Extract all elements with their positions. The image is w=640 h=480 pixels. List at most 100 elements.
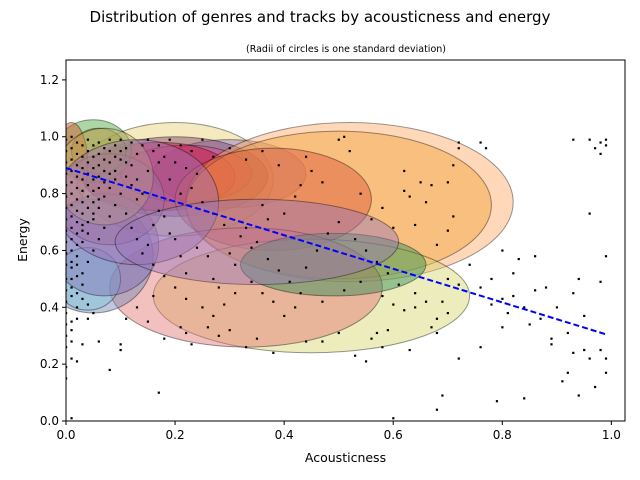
- x-tick-label: 0.6: [384, 428, 403, 442]
- track-point: [66, 172, 68, 175]
- track-point: [419, 181, 422, 184]
- track-point: [572, 292, 575, 295]
- track-point: [435, 331, 439, 335]
- track-point: [81, 283, 84, 286]
- track-point: [135, 238, 139, 241]
- track-point: [81, 272, 84, 275]
- track-point: [70, 260, 73, 264]
- track-point: [103, 195, 106, 198]
- track-point: [604, 144, 608, 147]
- x-axis-label: Acousticness: [305, 450, 386, 465]
- track-point: [190, 343, 193, 346]
- track-point: [70, 286, 73, 289]
- track-point: [310, 169, 313, 173]
- track-point: [315, 249, 319, 252]
- track-point: [359, 192, 362, 195]
- track-point: [114, 178, 117, 181]
- track-point: [179, 326, 182, 329]
- track-point: [195, 246, 199, 249]
- track-point: [206, 255, 209, 258]
- track-point: [75, 164, 79, 167]
- track-point: [288, 280, 291, 283]
- track-point: [228, 329, 231, 332]
- track-point: [70, 329, 73, 332]
- track-point: [179, 255, 182, 258]
- genre-ellipse-3: [120, 144, 252, 203]
- track-point: [184, 331, 188, 335]
- track-point: [75, 198, 79, 201]
- track-point: [223, 223, 226, 227]
- track-point: [184, 167, 188, 170]
- trend-line-group: [66, 167, 607, 336]
- track-point: [81, 189, 84, 192]
- track-point: [594, 147, 597, 150]
- track-point: [92, 201, 95, 204]
- track-point: [501, 297, 504, 300]
- track-point: [299, 184, 302, 187]
- track-point: [86, 303, 90, 306]
- track-point: [66, 323, 68, 326]
- track-point: [354, 238, 357, 241]
- track-points: [66, 135, 608, 420]
- track-point: [114, 203, 117, 207]
- track-point: [81, 229, 84, 232]
- track-point: [441, 300, 444, 303]
- track-point: [523, 306, 526, 309]
- track-point: [343, 135, 346, 138]
- track-point: [75, 186, 79, 190]
- track-point: [223, 303, 226, 306]
- track-point: [92, 178, 95, 181]
- x-tick-label: 1.0: [602, 428, 621, 442]
- track-point: [572, 351, 575, 354]
- track-point: [457, 283, 460, 286]
- track-point: [435, 408, 439, 411]
- track-point: [304, 155, 308, 158]
- chart-subtitle: (Radii of circles is one standard deviat…: [246, 44, 446, 55]
- track-point: [561, 380, 564, 383]
- track-point: [599, 280, 602, 283]
- track-point: [135, 306, 139, 309]
- track-point: [75, 175, 79, 178]
- track-point: [81, 223, 84, 227]
- track-point: [408, 195, 411, 198]
- track-point: [174, 238, 177, 241]
- track-point: [81, 167, 84, 170]
- track-point: [392, 226, 395, 229]
- track-point: [70, 277, 73, 281]
- track-point: [70, 294, 73, 298]
- track-point: [217, 334, 220, 337]
- track-point: [528, 323, 531, 326]
- track-point: [184, 272, 188, 275]
- track-point: [97, 238, 100, 241]
- track-point: [152, 149, 155, 153]
- genre-ellipse-1: [152, 139, 307, 209]
- x-tick-label: 0.4: [275, 428, 294, 442]
- track-point: [446, 277, 449, 281]
- track-point: [141, 252, 144, 255]
- track-point: [452, 164, 455, 167]
- track-point: [446, 181, 449, 184]
- track-point: [277, 269, 280, 272]
- track-point: [217, 286, 220, 289]
- track-point: [294, 195, 297, 198]
- track-point: [179, 192, 182, 195]
- genre-ellipse-18: [66, 127, 154, 226]
- track-point: [375, 260, 379, 264]
- track-point: [157, 144, 160, 147]
- chart-title: Distribution of genres and tracks by aco…: [90, 8, 551, 26]
- track-point: [70, 238, 73, 241]
- track-point: [244, 158, 248, 161]
- track-point: [146, 138, 150, 141]
- track-point: [81, 343, 84, 346]
- track-point: [212, 155, 215, 158]
- track-point: [572, 138, 575, 141]
- track-point: [381, 346, 384, 349]
- track-point: [130, 226, 133, 229]
- track-point: [152, 223, 155, 227]
- track-point: [337, 138, 340, 141]
- track-point: [261, 203, 264, 207]
- track-point: [594, 385, 597, 389]
- track-point: [321, 181, 324, 184]
- track-point: [70, 249, 73, 252]
- track-point: [86, 149, 90, 153]
